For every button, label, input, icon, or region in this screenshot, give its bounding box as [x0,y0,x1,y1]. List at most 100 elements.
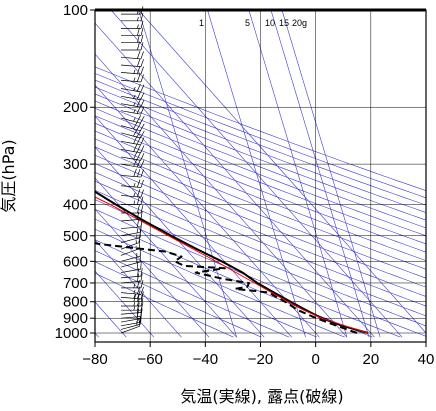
wind-barb [121,20,144,29]
isotherm-line [95,53,348,338]
mixing-ratio-line [207,10,306,338]
wind-barb [120,121,145,132]
x-axis: −80 −60 −40 −20 0 20 40 [82,342,434,368]
dry-adiabat-line [95,250,290,338]
wind-barb [120,189,144,198]
wind-barb-flag [140,116,145,124]
dry-adiabat-line [95,228,345,338]
dry-adiabat-line [95,107,426,237]
wind-barb-flag [140,51,144,60]
wind-barb-flag [140,273,143,282]
dry-adiabat-line [95,122,426,253]
wind-barb-flag [133,158,138,167]
wind-barb [120,151,145,161]
wind-barb-flag [133,289,136,294]
y-tick-label: 1000 [55,325,88,342]
wind-barb [120,144,145,154]
wind-barb-flag [136,268,139,277]
wind-barb-flag [136,91,141,100]
wind-barb-flag [133,306,136,311]
wind-barb-flag [140,34,144,43]
y-tick-label: 300 [63,156,88,173]
y-tick-label: 900 [63,310,88,327]
dry-adiabat-line [95,146,426,279]
mixing-ratio-line [270,10,370,338]
dry-adiabat-line [95,115,426,245]
y-tick-label: 600 [63,253,88,270]
mixing-ratio-labels: 1 5 10 15 20g [199,18,307,28]
dry-adiabat-line [95,272,234,338]
wind-barb [120,179,144,188]
dry-adiabat-line [95,163,426,297]
wind-barb [120,66,144,75]
dry-adiabat-line [95,180,426,317]
y-tick-label: 800 [63,294,88,311]
wind-barb [120,74,144,83]
wind-barb-flag [133,117,136,122]
wind-barb-flag [137,179,141,188]
wind-barb-flag [140,286,144,295]
wind-barb [121,196,144,205]
x-tick-label: −60 [137,351,162,368]
wind-barb-flag [140,211,143,220]
mixing-ratio-label: 20g [292,18,307,28]
dry-adiabat-line [95,79,426,206]
mixing-ratio-label: 1 [199,18,204,28]
wind-barb-flag [136,273,139,282]
wind-barb-flag [136,99,141,107]
wind-barb [120,128,145,139]
wind-barb-flag [136,129,142,138]
mixing-ratio-line [281,10,381,338]
isotherm-line [138,10,426,334]
dry-adiabat-line [95,73,426,199]
wind-barb-flag [140,160,145,168]
wind-barb-flag [140,59,144,67]
isotherm-line [95,239,182,338]
wind-barb-flag [137,169,141,177]
wind-barb [121,27,144,36]
wind-barb-flag [136,261,139,270]
dry-adiabat-line [95,189,426,327]
y-axis-title: 気圧(hPa) [0,139,18,212]
dewpoint-line [95,242,358,334]
wind-barb-flag [136,159,141,168]
wind-barb-flag [133,109,136,114]
wind-barb-flag [140,84,145,93]
wind-barb-flag [140,66,144,75]
y-tick-label: 200 [63,99,88,116]
wind-barb-flag [133,102,136,107]
parcel-line [95,196,369,334]
dry-adiabat-line [95,66,426,191]
wind-barb-flag [140,280,144,288]
wind-barb-flag [136,106,141,114]
wind-barb-flag [140,179,144,188]
wind-barb-flag [137,16,139,21]
wind-barb [120,115,145,124]
wind-barb-flag [133,94,136,99]
dry-adiabat-line [95,239,318,338]
wind-barb-flag [137,189,141,197]
wind-barb-flag [136,83,141,92]
mixing-ratio-label: 5 [245,18,250,28]
wind-barb-flag [133,168,137,177]
wind-barb [120,248,141,262]
wind-barb-flag [133,293,137,302]
wind-barb [120,240,141,256]
wind-barb-flag [140,218,143,227]
wind-barb-flag [137,298,140,307]
x-tick-label: 20 [362,351,379,368]
wind-barb-flag [137,27,140,36]
wind-barb-flag [137,74,141,82]
wind-barb-flag [140,308,143,317]
isotherm-line [95,84,320,338]
y-tick-label: 100 [63,2,88,19]
wind-barb [120,58,144,68]
wind-barb-flag [133,283,136,288]
isotherm-line [95,146,265,338]
wind-barb-flag [140,268,143,277]
isotherm-line [95,22,375,338]
wind-barb [120,91,145,101]
wind-barb-flag [140,12,144,21]
wind-barb-flag [137,293,140,302]
